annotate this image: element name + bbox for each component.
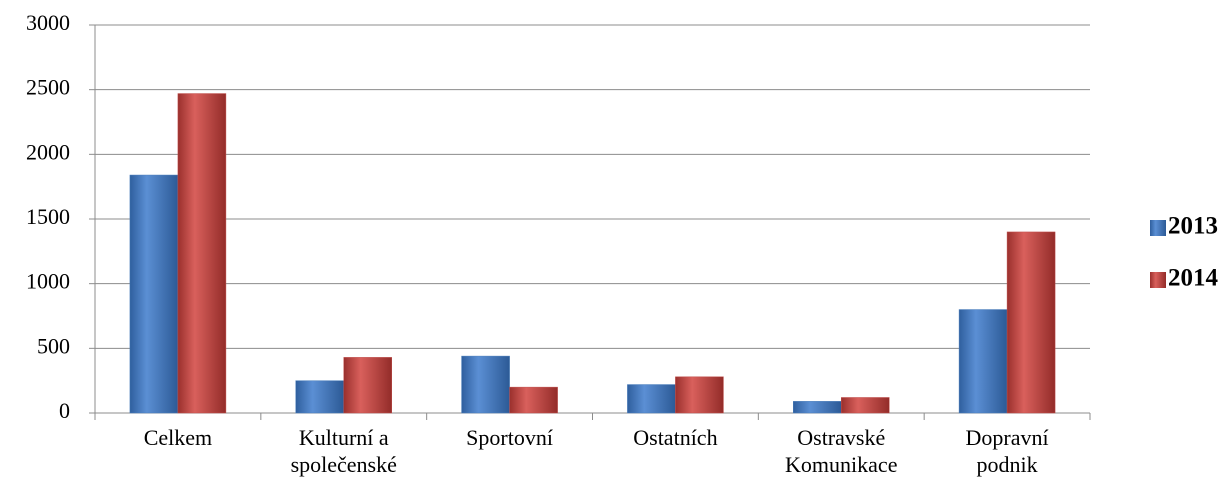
- y-tick-label: 2500: [26, 75, 70, 100]
- y-tick-label: 0: [59, 398, 70, 423]
- x-tick-label: Dopravní podnik: [966, 425, 1049, 477]
- bar: [509, 386, 558, 414]
- legend-label: 2013: [1168, 213, 1218, 240]
- x-tick-label: Celkem: [144, 425, 212, 450]
- legend-swatch: [1150, 272, 1166, 288]
- bar: [841, 397, 890, 414]
- bar: [627, 384, 676, 414]
- y-tick-label: 500: [37, 333, 70, 358]
- legend-swatch: [1150, 220, 1166, 236]
- x-tick-label: Sportovní: [466, 425, 553, 450]
- bar: [129, 174, 179, 414]
- legend-label: 2014: [1168, 265, 1219, 292]
- bar: [461, 355, 510, 414]
- bar: [793, 401, 842, 414]
- y-tick-label: 1500: [26, 204, 70, 229]
- bar: [343, 357, 392, 414]
- x-tick-label: Kulturní a společenské: [291, 425, 397, 477]
- bar: [675, 376, 724, 414]
- x-tick-label: Ostravské Komunikace: [785, 425, 897, 477]
- y-tick-label: 3000: [26, 10, 70, 35]
- bar: [958, 309, 1008, 414]
- bar: [295, 380, 344, 414]
- bar: [1006, 231, 1056, 414]
- x-tick-label: Ostatních: [633, 425, 717, 450]
- y-tick-label: 1000: [26, 269, 70, 294]
- bar: [177, 93, 227, 414]
- y-tick-label: 2000: [26, 139, 70, 164]
